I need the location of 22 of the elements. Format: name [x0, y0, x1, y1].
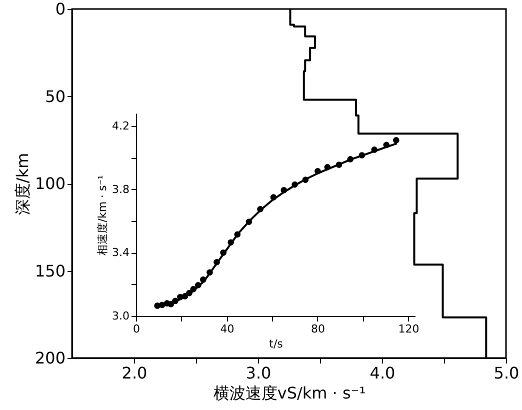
x-axis-title: t/s: [269, 338, 284, 350]
x-tick-label: 0: [133, 322, 140, 336]
point: [393, 137, 400, 144]
y-axis-title: 深度/km: [12, 152, 32, 216]
y-tick-label: 150: [34, 261, 66, 280]
y-tick-label: 3.4: [112, 246, 130, 260]
x-tick-label: 5.0: [494, 364, 520, 382]
y-tick-label: 100: [34, 174, 66, 193]
y-tick-label: 3.0: [112, 310, 130, 322]
y-tick-label: 200: [34, 348, 66, 368]
x-tick-label: 40: [220, 322, 234, 336]
x-tick-label: 80: [310, 322, 325, 336]
x-tick-label: 4.0: [370, 364, 396, 382]
x-tick-label: 2.0: [122, 364, 148, 382]
y-tick-label: 3.8: [112, 182, 130, 196]
x-axis-title: 横波速度vS/km · s⁻¹: [213, 384, 366, 402]
y-tick-label: 50: [45, 86, 66, 106]
x-tick-label: 3.0: [246, 364, 272, 382]
x-tick-label: 120: [398, 322, 420, 336]
y-tick-label: 4.2: [112, 119, 130, 132]
y-tick-label: 0: [55, 0, 66, 18]
y-axis-title: 相速度/km · s⁻¹: [96, 175, 110, 256]
